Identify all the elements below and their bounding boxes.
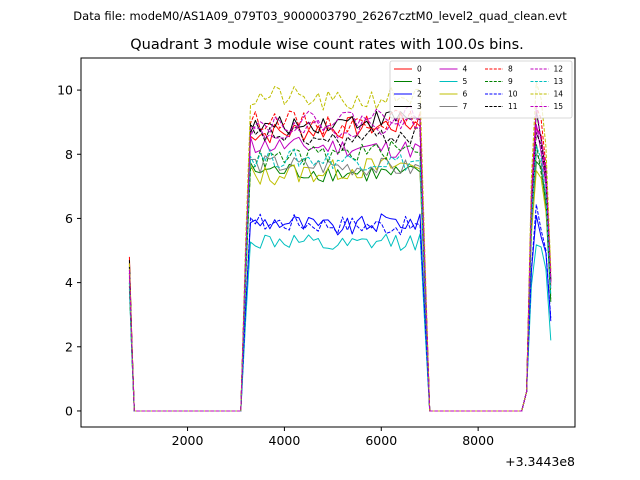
x-tick-label-0: 2000 xyxy=(172,433,204,448)
legend-label-0: 0 xyxy=(417,65,422,74)
legend-label-2: 2 xyxy=(417,90,422,99)
legend-label-8: 8 xyxy=(508,65,513,74)
legend-label-11: 11 xyxy=(508,102,518,111)
y-tick-label-5: 10 xyxy=(57,83,73,98)
y-tick-label-3: 6 xyxy=(65,211,73,226)
series-line-15 xyxy=(128,104,552,412)
x-tick-label-3: 8000 xyxy=(462,433,494,448)
legend-box xyxy=(389,60,573,119)
legend-label-1: 1 xyxy=(417,77,422,86)
legend-label-5: 5 xyxy=(463,77,468,86)
legend-label-12: 12 xyxy=(554,65,564,74)
y-tick-label-0: 0 xyxy=(65,403,73,418)
series-line-11 xyxy=(128,122,552,412)
legend-label-13: 13 xyxy=(554,77,564,86)
legend-label-7: 7 xyxy=(463,102,468,111)
y-tick-label-2: 4 xyxy=(65,275,73,290)
chart-title: Quadrant 3 module wise count rates with … xyxy=(130,37,524,53)
legend-label-10: 10 xyxy=(508,90,518,99)
y-tick-label-1: 2 xyxy=(65,339,73,354)
x-offset-label: +3.3443e8 xyxy=(505,454,575,469)
axes-layer: 2000 4000 6000 8000 0 2 4 6 8 10 xyxy=(57,83,494,448)
figure-suptitle: Data file: modeM0/AS1A09_079T03_90000037… xyxy=(73,9,567,23)
legend-label-15: 15 xyxy=(554,102,564,111)
y-tick-label-4: 8 xyxy=(65,147,73,162)
series-layer xyxy=(128,81,552,412)
legend-label-6: 6 xyxy=(463,90,468,99)
legend-label-9: 9 xyxy=(508,77,513,86)
x-tick-label-1: 4000 xyxy=(269,433,301,448)
legend-label-4: 4 xyxy=(463,65,468,74)
legend-label-14: 14 xyxy=(554,90,564,99)
x-tick-label-2: 6000 xyxy=(365,433,397,448)
plot-frame xyxy=(80,57,576,428)
legend-label-3: 3 xyxy=(417,102,422,111)
